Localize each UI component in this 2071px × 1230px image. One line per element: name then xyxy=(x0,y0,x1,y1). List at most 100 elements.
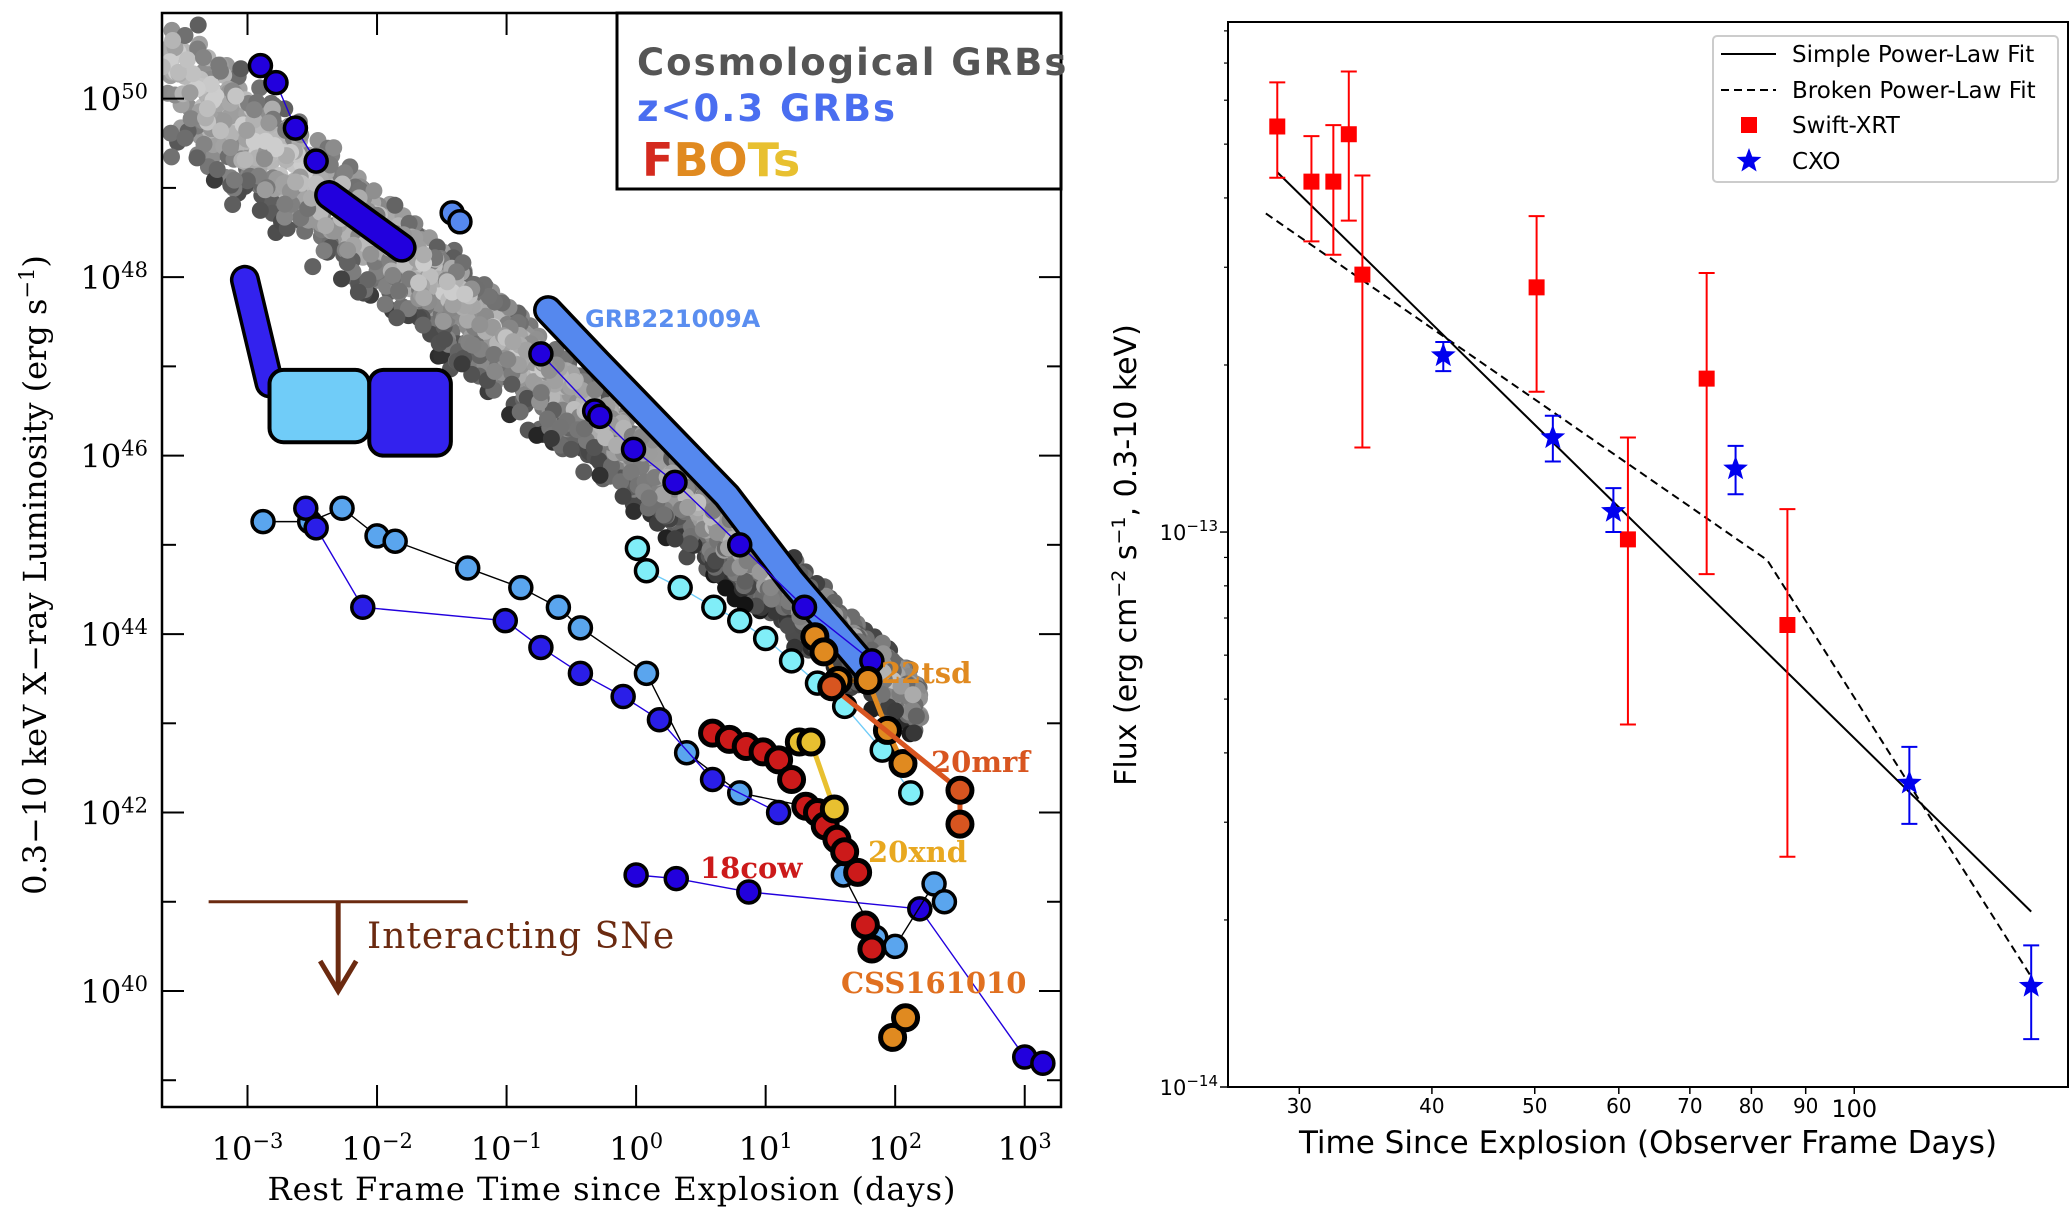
left-chart: GRB221009A 22tsd 20mrf 20xnd 18cow CSS161010 I… xyxy=(15,11,1068,1208)
cosmological-grb-point xyxy=(504,333,522,351)
x-tick-label: 60 xyxy=(1606,1094,1631,1118)
swift-xrt-point xyxy=(1340,126,1357,143)
cosmological-grb-point xyxy=(210,56,228,74)
simple-power-law-fit-line xyxy=(1276,171,2032,913)
y-tick-label: 1044 xyxy=(81,615,148,654)
right-y-label-s: s xyxy=(1109,544,1144,569)
y-tick-exponent: −14 xyxy=(1186,1072,1218,1090)
cosmological-grb-point xyxy=(464,336,482,354)
x-tick-exponent: 1 xyxy=(779,1129,792,1153)
grb-series-1-point xyxy=(620,436,647,463)
cosmological-grb-point xyxy=(415,289,433,307)
cosmological-grb-point xyxy=(480,287,498,305)
cosmological-grb-point xyxy=(586,381,604,399)
cosmological-grb-point xyxy=(540,361,558,379)
legend-fbots-letter: O xyxy=(709,133,748,187)
cosmological-grb-point xyxy=(410,274,428,292)
x-tick-exponent: −1 xyxy=(511,1129,542,1153)
x-tick-label: 100 xyxy=(1831,1095,1877,1123)
fbot-20mrf-point xyxy=(945,775,975,805)
grb-series-7-point xyxy=(667,574,693,601)
grb-series-7-point xyxy=(624,535,651,562)
y-tick-base: 10 xyxy=(81,616,122,654)
grb-series-8-point xyxy=(736,879,762,905)
cosmological-grb-point xyxy=(317,217,335,235)
label-20xnd: 20xnd xyxy=(868,835,967,869)
swift-xrt-point xyxy=(1528,279,1545,296)
cosmological-grb-point xyxy=(528,426,546,444)
grb-series-9-point xyxy=(931,889,958,915)
left-y-label-exp: −1 xyxy=(15,268,39,299)
cosmological-grb-point xyxy=(202,75,220,93)
cosmological-grb-point xyxy=(276,208,294,226)
x-tick-label: 90 xyxy=(1793,1094,1818,1118)
x-tick-base: 10 xyxy=(471,1130,512,1168)
cosmological-grb-point xyxy=(905,724,923,742)
grb-series-6-point xyxy=(646,706,673,733)
grb-series-6-point xyxy=(303,515,329,541)
cosmological-grb-point xyxy=(562,440,580,458)
annotations: GRB221009A 22tsd 20mrf 20xnd 18cow CSS161010 I… xyxy=(208,305,1032,1000)
cosmological-grb-point xyxy=(359,271,377,289)
y-tick-base: 10 xyxy=(81,259,122,297)
legend-fbots-letter: F xyxy=(642,133,673,187)
x-tick-label: 101 xyxy=(739,1129,793,1168)
x-tick-label: 40 xyxy=(1419,1094,1444,1118)
cosmological-grb-point xyxy=(471,316,489,334)
x-tick-exponent: 0 xyxy=(650,1129,663,1153)
flux-data xyxy=(1269,70,2044,1041)
cosmological-grb-point xyxy=(182,110,200,128)
grb-series-5-point xyxy=(382,528,408,555)
grb-series-6-point xyxy=(350,594,376,621)
cosmological-grb-point xyxy=(575,463,593,481)
cosmological-grb-point xyxy=(349,283,367,301)
y-tick-label: 1040 xyxy=(81,972,148,1011)
fbot-18cow-point xyxy=(830,837,860,867)
fbot-18cow-point xyxy=(850,910,880,940)
cosmological-grb-point xyxy=(304,258,322,276)
x-tick-label: 50 xyxy=(1522,1094,1547,1118)
fbot-18cow-point xyxy=(777,765,807,795)
cosmological-grb-point xyxy=(892,677,910,695)
cosmological-grb-point xyxy=(315,242,333,260)
grb-series-5-point xyxy=(567,615,594,641)
grb-series-1-point xyxy=(726,532,753,558)
cosmological-grb-point xyxy=(436,330,453,348)
grb-series-7-point xyxy=(752,625,779,652)
cosmological-grb-point xyxy=(499,351,517,369)
swift-xrt-point xyxy=(1354,266,1371,283)
cosmological-grb-point xyxy=(325,139,343,157)
y-tick-base: 10 xyxy=(81,81,122,119)
grb-series-1-point xyxy=(587,403,613,430)
y-tick-exponent: −13 xyxy=(1186,517,1218,535)
right-plot-frame xyxy=(1227,21,2069,1088)
cosmological-grb-point xyxy=(227,87,245,105)
cosmological-grb-point xyxy=(221,139,239,156)
cosmological-grb-point xyxy=(266,137,283,155)
cosmological-grb-point xyxy=(181,84,199,102)
cosmological-grb-point xyxy=(238,172,256,190)
cosmological-grb-point xyxy=(184,65,202,83)
legend-cosmological-grbs: Cosmological GRBs xyxy=(637,41,1068,84)
label-css161010: CSS161010 xyxy=(841,966,1026,1000)
cosmological-grb-point xyxy=(212,122,230,140)
grb-series-1-point xyxy=(247,52,274,79)
left-plot-frame xyxy=(160,11,1063,1109)
cosmological-grb-point xyxy=(333,270,350,288)
cosmological-grb-point xyxy=(189,16,207,34)
cosmological-grb-point xyxy=(415,246,433,264)
cosmological-grb-point xyxy=(655,506,673,524)
cosmological-grb-point xyxy=(736,572,754,590)
cosmological-grb-point xyxy=(176,129,194,147)
fbot-20mrf-point xyxy=(817,672,847,702)
cosmological-grb-point xyxy=(164,32,182,49)
grb-series-8-point xyxy=(1030,1050,1056,1077)
fbots-series xyxy=(698,622,975,1052)
grb-series-4-block xyxy=(367,367,453,458)
label-18cow: 18cow xyxy=(700,851,803,885)
x-tick-exponent: −3 xyxy=(252,1129,283,1153)
cosmological-grb-point xyxy=(163,148,180,166)
cosmological-grb-point xyxy=(542,430,560,447)
x-tick-base: 10 xyxy=(868,1130,909,1168)
grb-series-3-block xyxy=(267,367,372,445)
